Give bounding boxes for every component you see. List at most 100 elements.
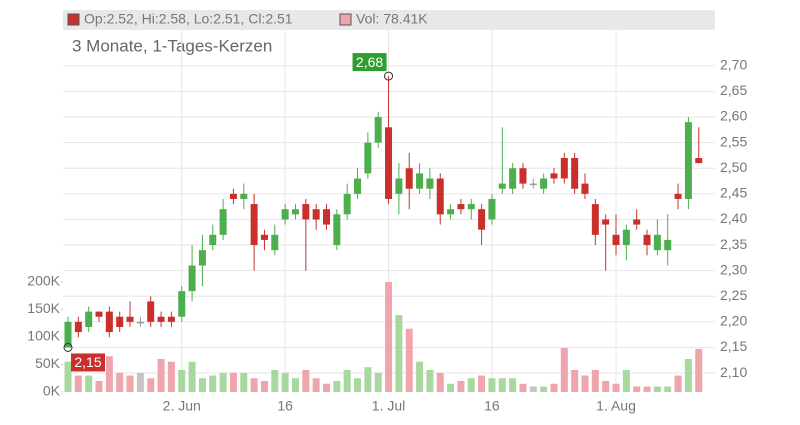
candle-body	[74, 321, 82, 333]
candle-body	[478, 209, 486, 230]
candle-body	[674, 193, 682, 199]
candle-body	[529, 183, 537, 186]
legend-volume-swatch	[339, 13, 352, 26]
volume-bar	[343, 369, 351, 392]
candle-body	[581, 183, 589, 194]
y-tick-label: 2,30	[720, 261, 747, 277]
candle-body	[291, 209, 299, 215]
candle-body	[519, 168, 527, 184]
y2-tick-label: 150K	[27, 300, 60, 316]
candle-body	[591, 204, 599, 235]
volume-bar	[333, 380, 341, 392]
candle-body	[612, 234, 620, 246]
volume-bar	[457, 380, 465, 392]
volume-bar	[178, 369, 186, 392]
volume-bar	[488, 378, 496, 392]
volume-bar	[653, 386, 661, 392]
candle-body	[498, 183, 506, 189]
y-tick-label: 2,40	[720, 210, 747, 226]
volume-bar	[581, 375, 589, 392]
y-tick-label: 2,20	[720, 313, 747, 329]
candle-body	[167, 316, 175, 322]
candle-body	[219, 209, 227, 235]
volume-bar	[260, 380, 268, 392]
volume-bar	[643, 386, 651, 392]
volume-bar	[209, 375, 217, 392]
volume-bar	[323, 383, 330, 392]
candle-body	[602, 219, 610, 225]
volume-bar	[105, 356, 113, 392]
candle-body	[95, 311, 103, 317]
candle-body	[395, 178, 403, 194]
legend-price-swatch	[67, 13, 80, 26]
candle-body	[260, 234, 268, 240]
candle-body	[447, 209, 455, 215]
volume-bar	[395, 314, 403, 392]
y-tick-label: 2,25	[720, 287, 747, 303]
volume-bar	[291, 378, 299, 392]
candle-body	[509, 168, 517, 189]
y2-tick-label: 100K	[27, 328, 60, 344]
candle-body	[126, 316, 134, 322]
candle-body	[64, 321, 72, 348]
y2-tick-label: 50K	[35, 355, 61, 371]
volume-bar	[540, 386, 548, 392]
volume-bar	[385, 281, 393, 392]
volume-bar	[695, 348, 703, 392]
candle-body	[405, 168, 413, 189]
min-label-box	[71, 353, 105, 372]
candle-body	[457, 204, 465, 210]
candle-body	[333, 214, 341, 246]
candle-body	[323, 209, 330, 225]
candle-body	[209, 234, 217, 246]
candle-body	[436, 178, 444, 215]
candle-body	[85, 311, 93, 327]
volume-bar	[591, 369, 599, 392]
volume-bar	[85, 375, 93, 392]
volume-bar	[157, 358, 165, 392]
volume-bar	[529, 386, 537, 392]
candle-body	[374, 117, 382, 143]
candle-body	[653, 234, 661, 251]
volume-bar	[219, 372, 227, 392]
candle-body	[695, 158, 703, 164]
candle-body	[229, 193, 237, 199]
max-label-box	[352, 53, 387, 72]
volume-bar	[188, 361, 196, 392]
volume-bar	[478, 375, 486, 392]
candle-body	[571, 158, 579, 189]
volume-bar	[64, 361, 72, 392]
volume-bar	[664, 386, 672, 392]
volume-bar	[74, 375, 82, 392]
volume-bar	[271, 369, 279, 392]
volume-bar	[612, 383, 620, 392]
y-tick-label: 2,60	[720, 108, 747, 124]
candle-body	[354, 178, 362, 194]
candle-body	[312, 209, 320, 220]
volume-bar	[198, 378, 206, 392]
y-tick-label: 2,35	[720, 236, 747, 252]
candle-body	[643, 234, 651, 246]
candle-body	[250, 204, 258, 246]
volume-bar	[467, 378, 475, 392]
volume-bar	[167, 361, 175, 392]
candle-body	[664, 239, 672, 251]
header-volume: Vol: 78.41K	[356, 11, 428, 27]
candle-body	[364, 142, 372, 174]
volume-bar	[602, 380, 610, 392]
candle-body	[188, 265, 196, 292]
volume-bar	[416, 361, 424, 392]
candle-body	[147, 301, 155, 322]
max-marker	[384, 71, 394, 81]
candle-body	[157, 316, 165, 322]
x-tick-label: 1. Jul	[372, 398, 405, 414]
candle-body	[622, 229, 630, 246]
volume-bar	[281, 372, 289, 392]
candle-body	[136, 321, 144, 324]
candle-body	[302, 204, 310, 220]
candle-body	[540, 178, 548, 189]
x-tick-label: 16	[277, 398, 293, 414]
volume-bar	[633, 386, 641, 392]
candle-body	[178, 291, 186, 317]
